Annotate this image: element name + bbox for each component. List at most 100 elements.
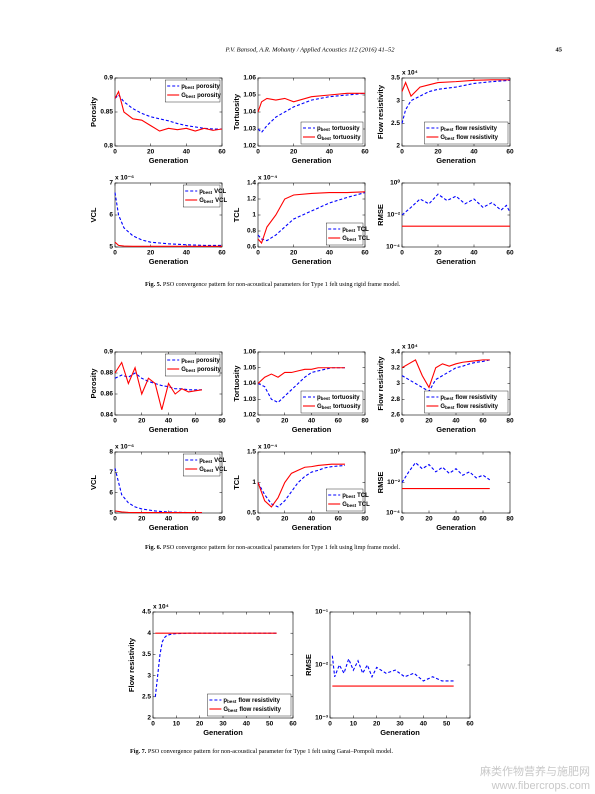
x-tick-label: 60 — [466, 721, 474, 728]
y-tick-label: 2.5 — [142, 694, 151, 701]
x-axis-label: Generation — [436, 523, 476, 532]
x-tick-label: 80 — [506, 418, 514, 425]
y-axis-label: Porosity — [89, 368, 98, 399]
legend-label: pbest TCL — [342, 493, 369, 500]
y-tick-label: 0.6 — [247, 244, 256, 251]
x-tick-label: 60 — [192, 418, 200, 425]
series-line — [114, 192, 222, 246]
y-tick-label: 2 — [147, 715, 151, 722]
x-tick-label: 0 — [328, 721, 332, 728]
legend-text: VCL — [214, 458, 226, 464]
axis-multiplier: x 10⁻⁴ — [258, 175, 277, 182]
legend-label: pbest tortuosity — [317, 126, 360, 133]
x-tick-label: 40 — [326, 250, 334, 257]
legend-label: Gbest tortuosity — [317, 135, 361, 142]
legend-text: TCL — [358, 502, 370, 508]
x-tick-label: 60 — [218, 250, 226, 257]
legend-text: VCL — [215, 467, 227, 473]
y-tick-label: 10⁻⁴ — [386, 244, 400, 251]
caption-text: PSO convergence pattern for non-acoustic… — [148, 748, 394, 755]
x-tick-label: 30 — [219, 721, 227, 728]
x-tick-label: 40 — [243, 721, 251, 728]
legend-symbol: G — [199, 198, 204, 204]
y-axis-label: VCL — [89, 207, 98, 222]
x-axis-label: Generation — [292, 257, 332, 266]
legend-text: flow resistivity — [456, 404, 498, 410]
y-tick-label: 1.05 — [243, 92, 256, 99]
x-tick-label: 0 — [113, 149, 117, 156]
legend-subscript: best — [203, 459, 213, 464]
y-tick-label: 1.02 — [243, 412, 256, 419]
legend-text: porosity — [196, 84, 220, 90]
x-axis-label: Generation — [149, 156, 189, 165]
x-tick-label: 0 — [113, 418, 117, 425]
y-tick-label: 10⁻¹ — [315, 609, 328, 616]
legend-label: pbest VCL — [199, 458, 226, 465]
legend-label: pbest TCL — [342, 227, 369, 234]
x-tick-label: 0 — [400, 516, 404, 523]
x-tick-label: 20 — [138, 418, 146, 425]
legend-label: Gbest flow resistivity — [440, 404, 498, 411]
series-line — [114, 510, 202, 514]
figure-label: Fig. 5. — [145, 281, 162, 288]
x-tick-label: 40 — [420, 721, 428, 728]
legend-text: flow resistivity — [239, 707, 281, 713]
y-tick-label: 1.03 — [243, 126, 256, 133]
x-tick-label: 0 — [400, 418, 404, 425]
caption: Fig. 6. PSO convergence pattern for non-… — [145, 544, 400, 551]
x-tick-label: 20 — [281, 516, 289, 523]
y-tick-label: 1.02 — [243, 143, 256, 150]
y-tick-label: 1.2 — [247, 196, 256, 203]
legend-text: flow resistivity — [455, 395, 497, 401]
y-tick-label: 1.4 — [247, 180, 256, 187]
legend-box — [424, 121, 509, 145]
y-tick-label: 3.2 — [391, 364, 400, 371]
y-axis-label: Flow resistivity — [376, 356, 385, 411]
y-tick-label: 3 — [396, 380, 400, 387]
legend-label: pbest porosity — [181, 84, 220, 91]
plot-area — [401, 182, 511, 248]
legend-text: TCL — [357, 493, 369, 499]
x-tick-label: 0 — [256, 516, 260, 523]
legend-text: tortuosity — [333, 135, 361, 141]
legend-label: pbest flow resistivity — [223, 698, 280, 705]
legend-label: Gbest flow resistivity — [223, 707, 281, 714]
y-axis-label: Porosity — [89, 96, 98, 127]
legend-text: porosity — [197, 93, 221, 99]
legend-symbol: G — [342, 502, 347, 508]
legend-symbol: G — [342, 236, 347, 242]
y-tick-label: 5 — [109, 510, 113, 517]
y-tick-label: 7 — [109, 180, 113, 187]
legend-label: Gbest TCL — [342, 236, 370, 243]
x-tick-label: 0 — [256, 250, 260, 257]
x-tick-label: 0 — [113, 516, 117, 523]
x-tick-label: 60 — [506, 149, 514, 156]
watermark-name: 麻类作物营养与施肥网 — [480, 764, 590, 778]
y-tick-label: 8 — [109, 449, 113, 456]
legend-label: Gbest porosity — [181, 367, 221, 374]
x-tick-label: 60 — [289, 721, 297, 728]
legend-subscript: best — [444, 396, 454, 401]
series-line — [114, 372, 202, 391]
y-axis-label: TCL — [232, 207, 241, 222]
x-tick-label: 20 — [290, 250, 298, 257]
y-tick-label: 0.9 — [104, 75, 113, 82]
legend-subscript: best — [203, 190, 213, 195]
y-axis-label: RMSE — [376, 204, 385, 226]
legend-subscript: best — [322, 405, 332, 410]
y-tick-label: 6 — [109, 489, 113, 496]
legend-subscript: best — [186, 94, 196, 99]
y-axis-label: Flow resistivity — [376, 84, 385, 139]
x-tick-label: 60 — [506, 250, 514, 257]
legend-symbol: p — [440, 126, 444, 132]
legend-text: porosity — [196, 358, 220, 364]
legend-symbol: G — [181, 93, 186, 99]
legend-subscript: best — [204, 199, 214, 204]
axis-multiplier: x 10⁻⁶ — [115, 175, 134, 182]
legend-symbol: G — [223, 707, 228, 713]
x-tick-label: 0 — [400, 250, 404, 257]
y-tick-label: 1.06 — [243, 75, 256, 82]
legend-text: tortuosity — [332, 126, 360, 132]
series-line — [257, 92, 365, 113]
